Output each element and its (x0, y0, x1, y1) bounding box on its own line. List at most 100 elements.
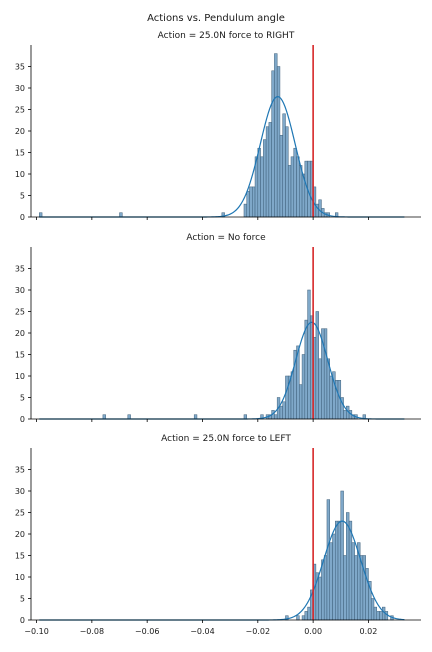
panel-2-bar-28 (329, 375, 333, 420)
panel-3-xtick-label-6: 0.02 (360, 627, 378, 636)
panel-3-ytick-label-6: 30 (15, 487, 25, 496)
panel-1-bar-16 (279, 135, 283, 218)
panel-2-ytick-label-1: 5 (20, 394, 25, 403)
panel-2-ytick-label-6: 30 (15, 286, 25, 295)
panel-2-bar-10 (279, 405, 283, 420)
panel-3-ytick-label-0: 0 (20, 616, 25, 625)
panel-2-bar-1 (127, 414, 131, 420)
panel-2-bar-0 (102, 414, 106, 420)
panel-1-bar-21 (293, 147, 297, 218)
panel-3-xtick-label-5: 0.00 (304, 627, 322, 636)
panel-3-ytick-label-2: 10 (15, 573, 25, 582)
panel-2-bar-20 (307, 289, 311, 420)
panel-3-xtick-label-3: −0.04 (190, 627, 215, 636)
panel-1-ytick-label-4: 20 (15, 127, 25, 136)
panel-2-bar-19 (304, 319, 308, 420)
panel-1-ytick-label-2: 10 (15, 170, 25, 179)
panel-1-bar-22 (296, 156, 300, 218)
panel-3-bar-15 (337, 520, 342, 621)
panel-1-bar-15 (276, 66, 281, 218)
panel-2-ytick-label-7: 35 (15, 265, 25, 274)
panel-2-bar-26 (323, 328, 328, 420)
panel-2-bar-24 (318, 358, 322, 420)
panel-3-bar-17 (343, 555, 347, 621)
panel-3-xtick-label-2: −0.06 (135, 627, 160, 636)
panel-1-bar-12 (268, 122, 272, 218)
panel-2-bar-8 (274, 414, 278, 420)
panel-1-bar-20 (290, 156, 295, 218)
panel-2-bar-11 (282, 401, 286, 420)
panel-3-ytick-label-3: 15 (15, 552, 25, 561)
panel-2-ytick-label-3: 15 (15, 351, 25, 360)
panel-1-bar-30 (318, 199, 322, 218)
panel-2-ytick-label-2: 10 (15, 372, 25, 381)
panel-1-ytick-label-1: 5 (20, 192, 25, 201)
panel-2-bar-2 (193, 414, 198, 420)
panel-3-ytick-label-1: 5 (20, 595, 25, 604)
panel-2-bar-14 (290, 371, 295, 420)
panel-1-bar-10 (263, 139, 267, 218)
figure-suptitle: Actions vs. Pendulum angle (147, 13, 285, 24)
panel-1-bar-11 (265, 126, 270, 218)
panel-2-bar-3 (243, 414, 247, 420)
panel-3-bar-32 (384, 611, 389, 621)
panel-1-bar-23 (299, 165, 303, 218)
panel-1-ytick-label-6: 30 (15, 84, 25, 93)
panel-1-bar-17 (282, 113, 286, 218)
panel-1-ytick-label-3: 15 (15, 149, 25, 158)
panel-2-bar-17 (299, 384, 303, 420)
panel-1-bar-14 (274, 53, 278, 218)
panel-3-bar-30 (379, 611, 383, 621)
panel-3-bar-16 (340, 490, 344, 621)
panel-1-bar-9 (260, 156, 264, 218)
panel-3-bar-4 (307, 606, 311, 621)
panel-3-bar-18 (346, 512, 350, 621)
panel-3-xtick-label-0: −0.10 (24, 627, 49, 636)
panel-2-bar-33 (343, 410, 347, 420)
panel-2-ytick-label-4: 20 (15, 329, 25, 338)
panel-1-bar-5 (249, 186, 253, 218)
panel-3-bar-21 (354, 555, 358, 621)
panel-3-bar-14 (335, 520, 339, 621)
panel-3-bar-11 (326, 499, 330, 621)
panel-3-bar-12 (329, 542, 333, 621)
panel-3-bar-3 (304, 611, 308, 621)
panel-3-bar-29 (376, 611, 380, 621)
panel-3-xtick-label-1: −0.08 (80, 627, 105, 636)
panel-3-title: Action = 25.0N force to LEFT (161, 434, 291, 444)
panel-2-ytick-label-0: 0 (20, 415, 25, 424)
panel-3-bar-28 (373, 606, 378, 621)
panel-2-title: Action = No force (186, 233, 266, 243)
panel-3-bar-27 (370, 598, 375, 621)
panel-1-ytick-label-0: 0 (20, 213, 25, 222)
panel-1-bar-1 (119, 212, 123, 218)
panel-3-bar-1 (296, 615, 300, 621)
panel-1-bar-13 (271, 70, 275, 218)
panel-3-bar-10 (323, 555, 328, 621)
panel-3-ytick-label-5: 25 (15, 509, 25, 518)
panel-1-bar-4 (246, 190, 250, 218)
panel-3-bar-9 (321, 559, 325, 621)
panel-3-ytick-label-4: 20 (15, 530, 25, 539)
panel-3-ytick-label-7: 35 (15, 466, 25, 475)
panel-3-xtick-label-4: −0.02 (246, 627, 271, 636)
panel-1-bar-0 (39, 212, 43, 218)
panel-3-bar-19 (348, 520, 353, 621)
panel-3-bar-20 (351, 542, 355, 621)
panel-1-bar-6 (252, 186, 256, 218)
panel-3-bar-2 (301, 615, 306, 621)
panel-1-bar-8 (257, 147, 261, 218)
panel-2-bar-12 (285, 375, 289, 420)
panel-1-ytick-label-7: 35 (15, 63, 25, 72)
panel-1-ytick-label-5: 25 (15, 106, 25, 115)
panel-2-ytick-label-5: 25 (15, 308, 25, 317)
panel-2-kde-curve (39, 321, 405, 420)
panel-1-bar-19 (287, 165, 292, 218)
panel-3-bar-13 (332, 533, 336, 621)
panel-3-bar-24 (362, 555, 366, 621)
panel-3-bar-8 (318, 576, 322, 621)
panel-1-kde-curve (39, 96, 405, 218)
panel-1-title: Action = 25.0N force to RIGHT (158, 31, 295, 41)
